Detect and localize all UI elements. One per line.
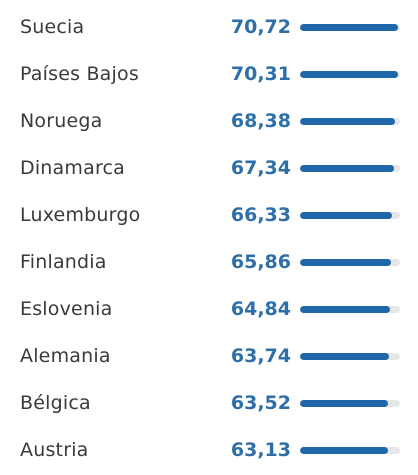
value-label: 64,84 — [230, 298, 291, 320]
category-label: Países Bajos — [20, 63, 139, 85]
bar — [300, 118, 395, 125]
bar-row: Dinamarca 67,34 — [0, 153, 418, 183]
value-label: 63,13 — [230, 439, 291, 461]
bar-track — [300, 212, 400, 219]
bar-row: Austria 63,13 — [0, 435, 418, 465]
bar-track — [300, 165, 400, 172]
bar-row: Luxemburgo 66,33 — [0, 200, 418, 230]
bar-row: Bélgica 63,52 — [0, 388, 418, 418]
value-label: 67,34 — [230, 157, 291, 179]
category-label: Austria — [20, 439, 89, 461]
bar-row: Eslovenia 64,84 — [0, 294, 418, 324]
value-label: 63,52 — [230, 392, 291, 414]
bar — [300, 353, 389, 360]
category-label: Noruega — [20, 110, 103, 132]
bar — [300, 400, 389, 407]
category-label: Luxemburgo — [20, 204, 141, 226]
bar-track — [300, 118, 400, 125]
bar-track — [300, 353, 400, 360]
bar-row: Países Bajos 70,31 — [0, 59, 418, 89]
value-label: 68,38 — [230, 110, 291, 132]
bar-track — [300, 400, 400, 407]
bar-track — [300, 306, 400, 313]
bar — [300, 71, 398, 78]
bar-track — [300, 24, 400, 31]
bar — [300, 24, 399, 31]
value-label: 70,31 — [230, 63, 291, 85]
bar-row: Suecia 70,72 — [0, 12, 418, 42]
bar-row: Finlandia 65,86 — [0, 247, 418, 277]
value-label: 65,86 — [230, 251, 291, 273]
category-label: Alemania — [20, 345, 111, 367]
bar-row: Noruega 68,38 — [0, 106, 418, 136]
bar-track — [300, 447, 400, 454]
bar-row: Alemania 63,74 — [0, 341, 418, 371]
category-label: Suecia — [20, 16, 85, 38]
value-label: 63,74 — [230, 345, 291, 367]
value-label: 66,33 — [230, 204, 291, 226]
value-label: 70,72 — [230, 16, 291, 38]
category-label: Eslovenia — [20, 298, 113, 320]
bar-track — [300, 71, 400, 78]
category-label: Dinamarca — [20, 157, 126, 179]
bar-track — [300, 259, 400, 266]
bar — [300, 447, 388, 454]
bar — [300, 212, 393, 219]
bar — [300, 306, 391, 313]
category-label: Bélgica — [20, 392, 91, 414]
bar — [300, 165, 394, 172]
category-label: Finlandia — [20, 251, 107, 273]
bar — [300, 259, 392, 266]
